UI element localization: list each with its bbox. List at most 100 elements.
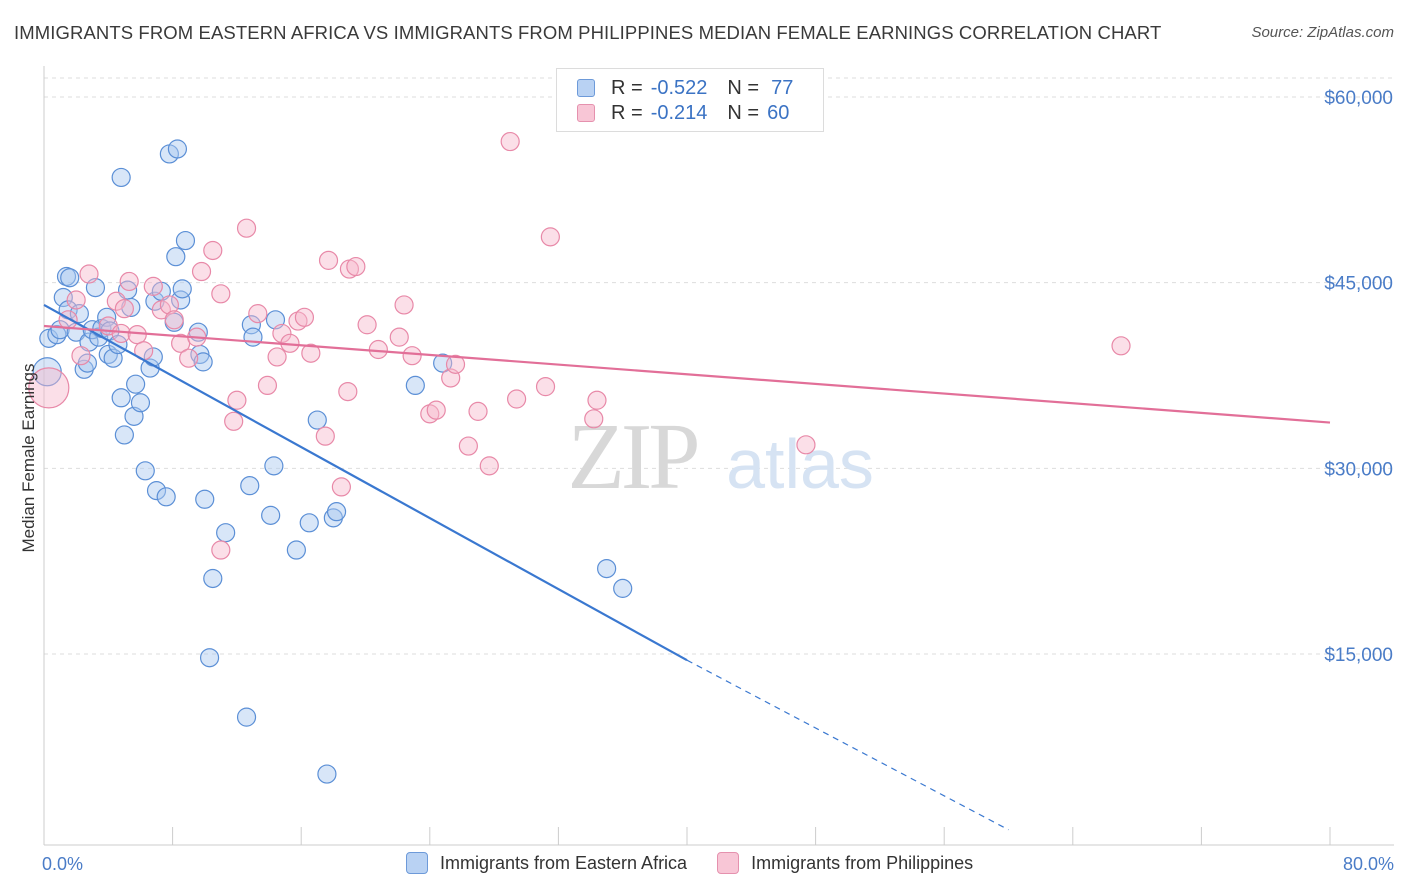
point-philippines (338, 381, 358, 402)
point-eastern-africa (299, 513, 319, 533)
point-philippines (294, 307, 315, 327)
legend-item-eastern-africa: Immigrants from Eastern Africa (406, 852, 687, 874)
point-eastern-africa (156, 487, 176, 507)
point-philippines (331, 477, 351, 497)
point-eastern-africa (166, 247, 186, 267)
point-eastern-africa (195, 489, 215, 509)
point-philippines (114, 299, 134, 319)
point-philippines (191, 261, 212, 282)
point-philippines (315, 426, 335, 446)
legend-r-value: -0.522 (650, 76, 708, 99)
point-eastern-africa (216, 523, 236, 543)
legend-swatch-pink (577, 104, 595, 122)
point-philippines (272, 323, 292, 344)
trend-line-eastern-africa-extension (686, 659, 1009, 831)
point-philippines (1111, 336, 1131, 356)
data-points (28, 131, 1131, 784)
point-eastern-africa (326, 502, 347, 522)
legend-n-value: 77 (771, 76, 794, 99)
point-eastern-africa (243, 327, 263, 347)
point-philippines (106, 291, 126, 311)
point-eastern-africa (264, 456, 284, 476)
point-eastern-africa (111, 388, 131, 408)
point-philippines (357, 315, 377, 335)
point-philippines (507, 389, 527, 409)
point-eastern-africa (172, 279, 192, 299)
point-eastern-africa (405, 375, 425, 396)
point-philippines (211, 540, 231, 560)
point-philippines (119, 271, 139, 292)
legend-row-eastern-africa: R = -0.522 N = 77 (577, 76, 793, 100)
chart-title: IMMIGRANTS FROM EASTERN AFRICA VS IMMIGR… (14, 22, 1162, 43)
legend-n-label: N = (727, 101, 760, 124)
point-eastern-africa (286, 540, 306, 560)
axes (43, 66, 1394, 846)
point-philippines (203, 240, 223, 261)
source-label: Source: ZipAtlas.com (1251, 24, 1394, 41)
point-philippines (257, 375, 278, 396)
trend-lines (43, 303, 1331, 831)
point-philippines (267, 347, 287, 367)
legend-label-philippines: Immigrants from Philippines (751, 852, 974, 873)
point-philippines (540, 227, 560, 247)
watermark-zip: ZIP (568, 405, 698, 509)
point-philippines (468, 401, 488, 421)
point-philippines (796, 435, 816, 455)
point-philippines (346, 256, 366, 277)
point-eastern-africa (130, 393, 151, 413)
watermark: ZIP atlas (568, 405, 874, 509)
point-eastern-africa (261, 505, 281, 525)
legend-r-label: R = (611, 101, 643, 124)
point-eastern-africa (175, 230, 196, 251)
legend-swatch-blue (577, 79, 595, 97)
point-philippines (402, 346, 422, 366)
point-eastern-africa (135, 461, 155, 481)
point-philippines (66, 290, 86, 310)
legend-label-eastern-africa: Immigrants from Eastern Africa (440, 852, 688, 873)
point-eastern-africa (597, 558, 617, 579)
point-philippines (71, 346, 91, 366)
point-philippines (224, 411, 244, 431)
legend-item-philippines: Immigrants from Philippines (717, 852, 973, 874)
point-philippines (159, 295, 179, 315)
point-philippines (445, 354, 466, 374)
legend-r-label: R = (611, 76, 643, 99)
point-philippines (179, 348, 199, 368)
correlation-legend: R = -0.522 N = 77 R = -0.214 N = 60 (556, 68, 824, 132)
point-philippines (127, 325, 147, 345)
legend-n-label: N = (727, 76, 760, 99)
point-philippines (143, 276, 163, 296)
legend-r-value: -0.214 (650, 101, 708, 124)
point-philippines (79, 264, 99, 284)
point-philippines (111, 323, 131, 344)
axis-labels: $15,000 $30,000 $45,000 $60,000 0.0% 80.0% Med… (19, 88, 1394, 874)
point-philippines (227, 390, 247, 410)
grid-lines (44, 77, 1394, 655)
y-tick-label-30000: $30,000 (1324, 459, 1393, 480)
x-tick-label: 80.0% (1343, 854, 1394, 874)
point-philippines (584, 409, 604, 429)
point-eastern-africa (126, 374, 146, 394)
y-axis-title: Median Female Earnings (19, 364, 38, 553)
legend-row-philippines: R = -0.214 N = 60 (577, 101, 789, 125)
point-eastern-africa (241, 315, 261, 335)
legend-swatch-blue (406, 852, 428, 874)
point-philippines (318, 250, 339, 270)
point-eastern-africa (613, 578, 633, 598)
point-philippines (479, 456, 499, 476)
point-philippines (587, 390, 607, 410)
point-eastern-africa (50, 320, 70, 340)
point-philippines (458, 436, 478, 456)
point-eastern-africa (317, 764, 337, 784)
point-philippines (211, 284, 231, 304)
point-eastern-africa (111, 167, 131, 188)
point-philippines (58, 310, 78, 330)
point-eastern-africa (236, 707, 257, 727)
point-eastern-africa (60, 268, 80, 288)
y-tick-label-15000: $15,000 (1324, 645, 1393, 666)
point-philippines (368, 339, 388, 360)
point-eastern-africa (167, 139, 188, 159)
point-eastern-africa (121, 297, 141, 318)
point-eastern-africa (114, 425, 134, 445)
